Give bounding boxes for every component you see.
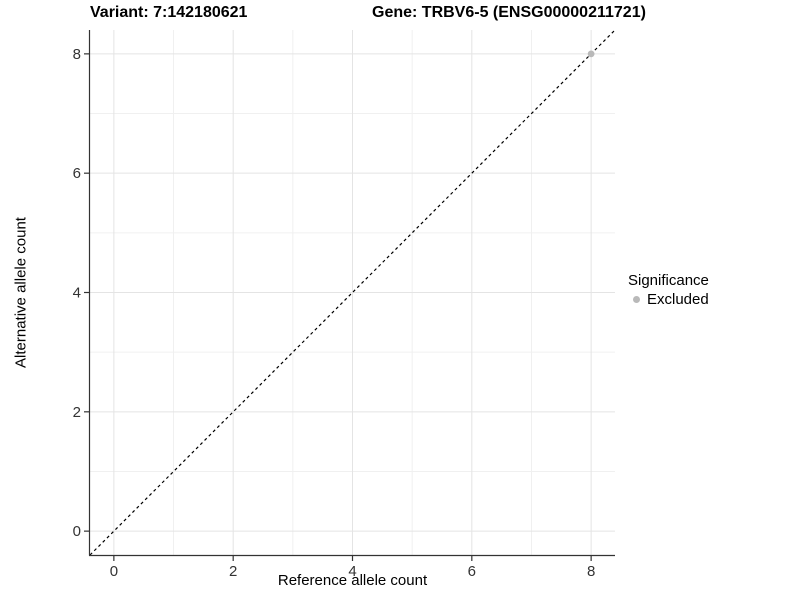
- legend-title: Significance: [628, 272, 709, 289]
- y-tick-label: 4: [73, 285, 81, 302]
- excluded-point-icon: [633, 296, 640, 303]
- x-tick-label: 4: [348, 563, 356, 580]
- x-tick-label: 6: [468, 563, 476, 580]
- legend-entry-label: Excluded: [647, 291, 709, 308]
- data-point-excluded: [587, 50, 595, 58]
- plot-title-variant: Variant: 7:142180621: [90, 4, 248, 21]
- plot-title-gene: Gene: TRBV6-5 (ENSG00000211721): [372, 4, 646, 21]
- y-tick-label: 6: [73, 165, 81, 182]
- x-tick-label: 0: [110, 563, 118, 580]
- legend: Significance Excluded: [628, 272, 709, 308]
- y-tick-label: 0: [73, 523, 81, 540]
- y-tick-label: 2: [73, 404, 81, 421]
- x-tick-label: 2: [229, 563, 237, 580]
- y-axis-title: Alternative allele count: [12, 217, 30, 368]
- identity-dashed-line: [89, 29, 616, 556]
- x-tick-label: 8: [587, 563, 595, 580]
- x-axis-title: Reference allele count: [277, 572, 428, 589]
- legend-entry-excluded: Excluded: [628, 291, 709, 308]
- legend-key: [628, 291, 645, 308]
- y-tick-label: 8: [73, 46, 81, 63]
